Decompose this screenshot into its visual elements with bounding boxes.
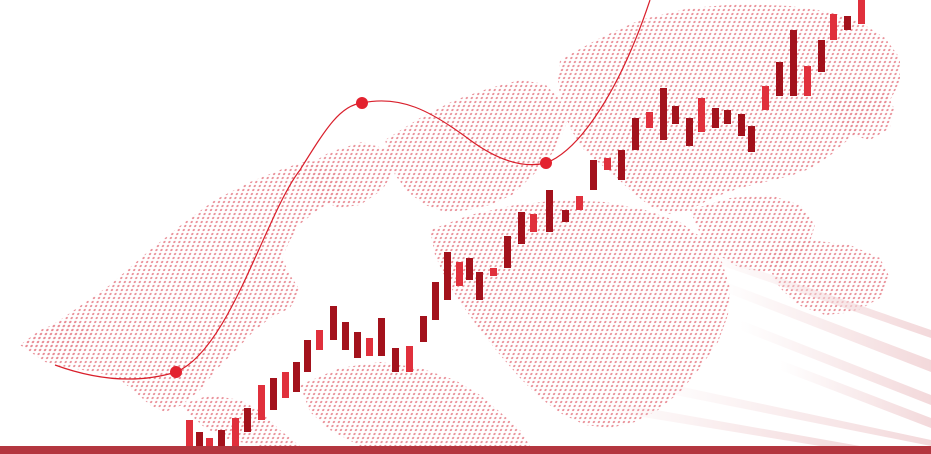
candlestick-bar xyxy=(590,160,597,190)
candlestick-bar xyxy=(378,318,385,356)
candlestick-bar xyxy=(686,118,693,146)
candlestick-bar xyxy=(518,212,525,244)
candlestick-bar xyxy=(632,118,639,150)
candlestick-bar xyxy=(858,0,865,24)
candlestick-bar xyxy=(698,98,705,132)
dotted-world-map xyxy=(20,4,900,446)
candlestick-bar xyxy=(660,88,667,140)
candlestick-bar xyxy=(330,306,337,340)
candlestick-bar xyxy=(576,196,583,210)
candlestick-bar xyxy=(562,210,569,222)
bottom-band xyxy=(0,446,931,454)
candlestick-bar xyxy=(724,110,731,124)
candlestick-bar xyxy=(748,126,755,152)
australia-landmass xyxy=(770,240,890,315)
candlestick-bar xyxy=(776,62,783,96)
candlestick-bar xyxy=(504,236,511,268)
candlestick-bar xyxy=(618,150,625,180)
candlestick-bar xyxy=(186,420,193,446)
candlestick-bar xyxy=(646,112,653,128)
candlestick-bar xyxy=(316,330,323,350)
candlestick-bar xyxy=(466,258,473,280)
candlestick-bar xyxy=(354,332,361,358)
candlestick-bar xyxy=(738,114,745,136)
candlestick-bar xyxy=(830,14,837,40)
curve-marker-peak xyxy=(356,97,368,109)
candlestick-bar xyxy=(712,108,719,128)
candlestick-bar xyxy=(293,362,300,392)
candlestick-bar xyxy=(456,262,463,286)
candlestick-bar xyxy=(476,272,483,300)
candlestick-bar xyxy=(490,268,497,276)
candlestick-bar xyxy=(270,378,277,410)
candlestick-bar xyxy=(406,346,413,372)
candlestick-bar xyxy=(672,106,679,124)
candlestick-bar xyxy=(304,340,311,372)
candlestick-bar xyxy=(342,322,349,350)
candlestick-bar xyxy=(366,338,373,356)
curve-marker-dip xyxy=(540,157,552,169)
southeast-asia-islands xyxy=(830,80,895,140)
candlestick-bar xyxy=(206,438,213,446)
north-america-landmass xyxy=(20,160,345,412)
candlestick-bar xyxy=(218,430,225,446)
candlestick-bar xyxy=(604,158,611,170)
candlestick-bar xyxy=(444,252,451,300)
candlestick-bar xyxy=(546,190,553,232)
candlestick-bar xyxy=(804,66,811,96)
central-america-landmass xyxy=(180,395,300,446)
candlestick-bar xyxy=(258,385,265,420)
candlestick-bar xyxy=(432,282,439,320)
candlestick-bar xyxy=(392,348,399,372)
candlestick-bar xyxy=(420,316,427,342)
greenland-landmass xyxy=(300,142,395,208)
light-streaks xyxy=(600,250,931,446)
south-america-landmass xyxy=(300,362,530,446)
asia-landmass xyxy=(558,4,900,214)
candlestick-bar xyxy=(530,214,537,232)
north-america-west-coast xyxy=(20,318,95,360)
candlestick-bar xyxy=(282,372,289,398)
candlestick-bars xyxy=(186,0,865,446)
europe-landmass xyxy=(385,80,568,212)
curve-marker-low xyxy=(170,366,182,378)
candlestick-bar xyxy=(818,40,825,72)
candlestick-bar xyxy=(844,16,851,30)
candlestick-bar xyxy=(762,86,769,110)
candlestick-bar xyxy=(790,30,797,96)
candlestick-bar xyxy=(232,418,239,446)
candlestick-bar xyxy=(244,408,251,432)
candlestick-bar xyxy=(196,432,203,446)
